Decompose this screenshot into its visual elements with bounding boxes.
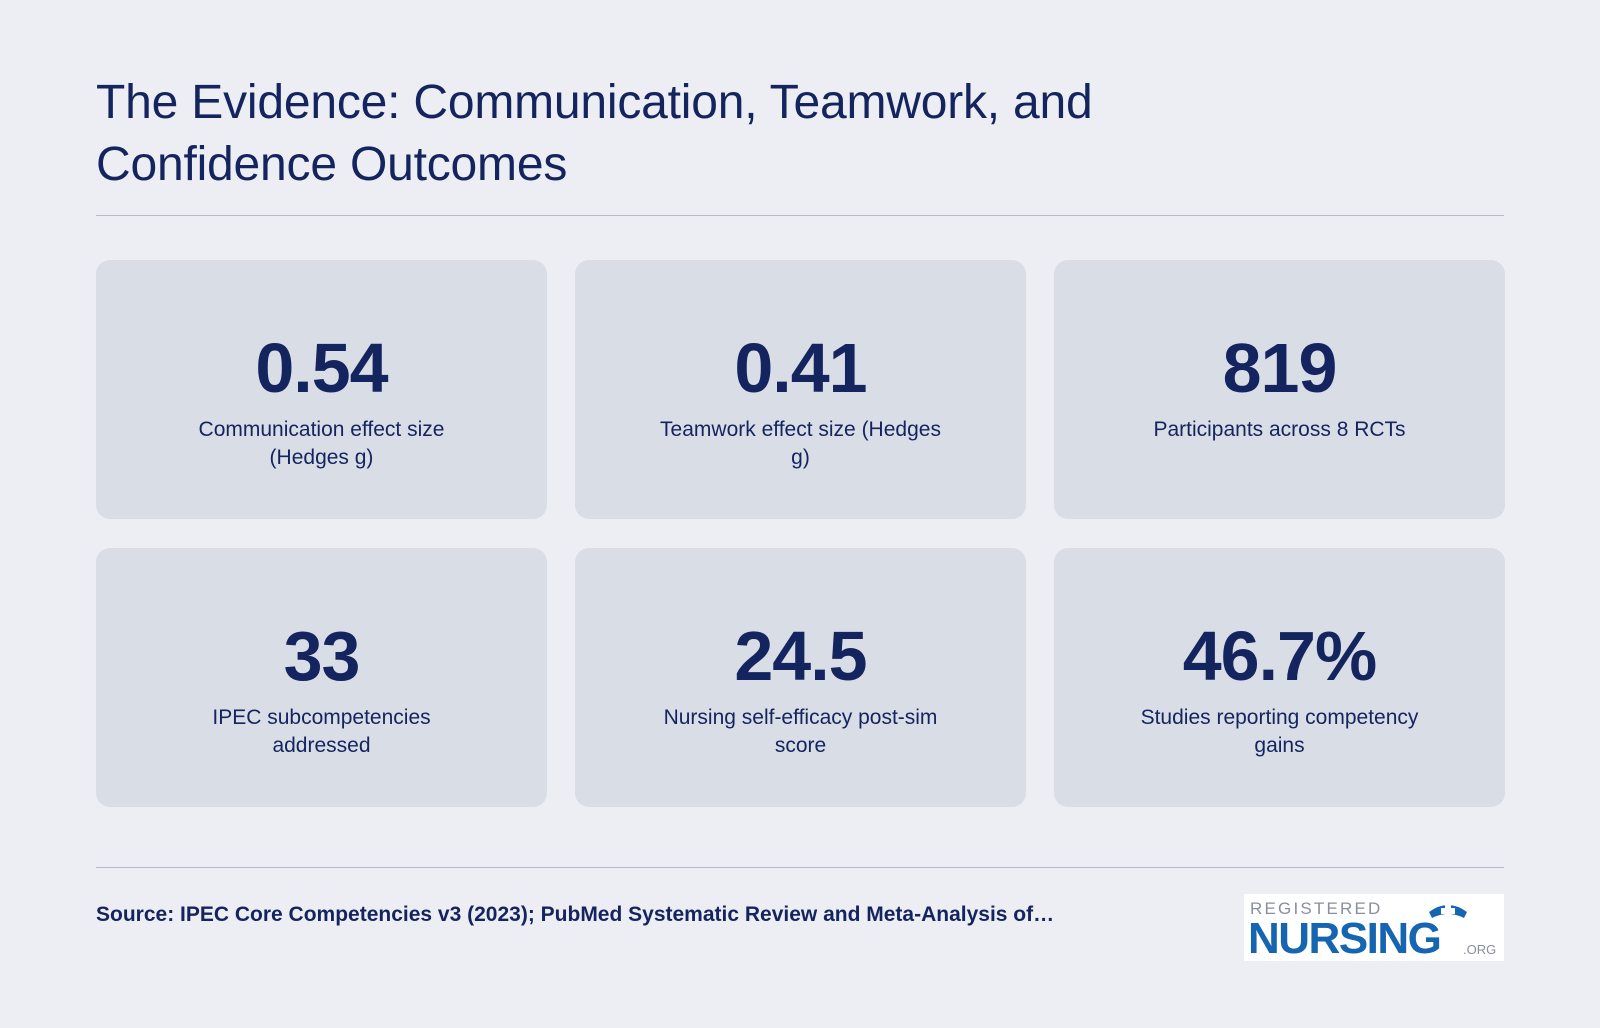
stat-card-self-efficacy: 24.5 Nursing self-efficacy post-sim scor… <box>575 548 1026 807</box>
stat-label: IPEC subcompetencies addressed <box>212 706 431 757</box>
footer-divider <box>96 867 1504 868</box>
stat-label: Nursing self-efficacy post-sim score <box>663 706 938 757</box>
logo-org-text: .ORG <box>1463 942 1496 957</box>
page-title: The Evidence: Communication, Teamwork, a… <box>96 76 1093 191</box>
stat-card-competency-gains: 46.7% Studies reporting competency gains <box>1054 548 1505 807</box>
stat-value: 24.5 <box>734 617 867 695</box>
logo-registered-text: REGISTERED <box>1250 899 1383 918</box>
stat-value: 0.41 <box>734 329 867 407</box>
stat-value: 33 <box>283 617 361 695</box>
stat-label: Participants across 8 RCTs <box>1153 418 1406 441</box>
stat-value: 819 <box>1222 329 1338 407</box>
stat-card-teamwork: 0.41 Teamwork effect size (Hedges g) <box>575 260 1026 519</box>
stat-value: 0.54 <box>255 329 388 407</box>
stat-card-participants: 819 Participants across 8 RCTs <box>1054 260 1505 519</box>
stat-card-subcompetencies: 33 IPEC subcompetencies addressed <box>96 548 547 807</box>
stat-label: Communication effect size (Hedges g) <box>198 418 445 469</box>
source-citation: Source: IPEC Core Competencies v3 (2023)… <box>96 903 1055 926</box>
nurse-cap-icon <box>1429 904 1467 918</box>
title-divider <box>96 215 1504 216</box>
logo-nursing-text: NURSING <box>1248 914 1440 961</box>
stat-card-communication: 0.54 Communication effect size (Hedges g… <box>96 260 547 519</box>
infographic-page: The Evidence: Communication, Teamwork, a… <box>96 0 1505 1028</box>
stat-value: 46.7% <box>1182 617 1377 695</box>
registered-nursing-logo: REGISTERED NURSING .ORG <box>1244 894 1504 961</box>
stat-label: Studies reporting competency gains <box>1140 706 1419 757</box>
stats-grid: 0.54 Communication effect size (Hedges g… <box>96 260 1505 807</box>
stat-label: Teamwork effect size (Hedges g) <box>660 418 941 469</box>
